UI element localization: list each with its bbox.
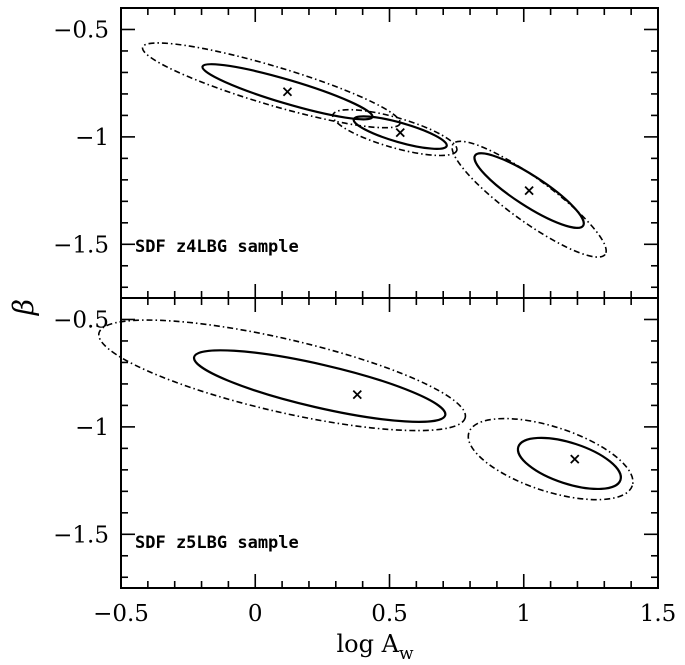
contour-2sigma <box>467 417 634 501</box>
best-fit-marker <box>524 185 534 196</box>
y-tick-label: −0.5 <box>53 307 109 333</box>
panel-top: −0.5 −1 −1.5 SDF z4LBG sample <box>53 7 659 299</box>
best-fit-marker <box>282 87 293 97</box>
y-tick-label: −0.5 <box>53 17 109 43</box>
contour-1sigma <box>516 436 622 491</box>
best-fit-marker-stroke <box>524 185 534 196</box>
contour-2sigma <box>451 140 607 258</box>
panel-bottom: −0.5 −1 −1.5 −0.5 0 0.5 1 1.5 SDF z5LBG sample <box>53 297 676 627</box>
best-fit-marker-stroke <box>282 87 293 97</box>
y-tick-label: −1.5 <box>53 232 109 258</box>
contour-1sigma <box>352 115 448 150</box>
x-tick-label: 1 <box>516 601 531 627</box>
contour-1sigma <box>192 349 447 423</box>
plots-group: −0.5−1−1.5 SDF z4LBG sample−0.5−1−1.5−0.5… <box>53 7 676 627</box>
x-axis-label: log Aw <box>336 630 413 664</box>
best-fit-marker-stroke <box>352 390 362 400</box>
y-tick-label: −1 <box>75 415 109 441</box>
x-axis-label-main: log A <box>336 630 399 658</box>
x-tick-label: 0 <box>248 601 263 627</box>
x-tick-label: −0.5 <box>93 601 149 627</box>
contour-2sigma <box>97 319 467 432</box>
best-fit-marker-stroke <box>395 127 405 138</box>
best-fit-marker <box>395 127 405 138</box>
contour-2sigma <box>141 42 401 129</box>
best-fit-marker <box>570 454 580 464</box>
panel-annotation-top: SDF z4LBG sample <box>135 237 299 257</box>
best-fit-marker-stroke <box>570 454 580 464</box>
panel-annotation-bottom: SDF z5LBG sample <box>135 533 299 553</box>
x-tick-label: 0.5 <box>371 601 408 627</box>
best-fit-marker <box>352 390 362 400</box>
y-axis-label: β <box>7 299 40 316</box>
y-tick-label: −1.5 <box>53 522 109 548</box>
contour-2sigma <box>331 108 458 157</box>
x-axis-label-subscript: w <box>399 644 414 664</box>
y-tick-label: −1 <box>75 125 109 151</box>
x-tick-label: 1.5 <box>640 601 677 627</box>
